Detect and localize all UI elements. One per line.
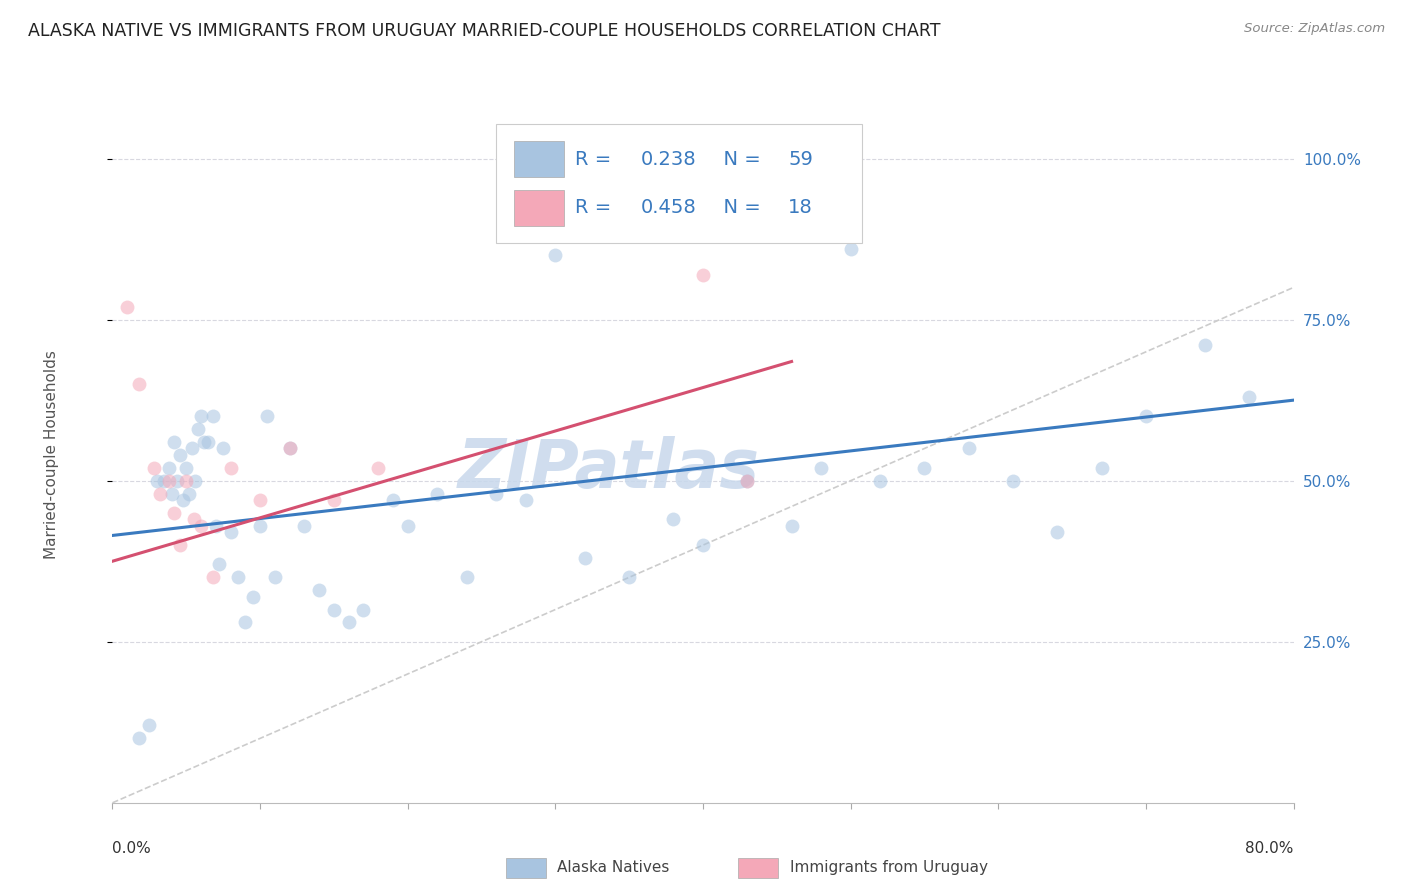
Point (839, 242, 862, 256)
Point (163, 435, 186, 450)
Point (426, 486, 449, 500)
Point (184, 474, 207, 488)
Point (219, 525, 242, 540)
Point (810, 460, 832, 475)
Point (174, 474, 197, 488)
Text: N =: N = (711, 198, 768, 218)
Y-axis label: Married-couple Households: Married-couple Households (45, 351, 59, 559)
Point (780, 518, 803, 533)
Text: ALASKA NATIVE VS IMMIGRANTS FROM URUGUAY MARRIED-COUPLE HOUSEHOLDS CORRELATION C: ALASKA NATIVE VS IMMIGRANTS FROM URUGUAY… (28, 22, 941, 40)
Point (201, 570, 224, 584)
Point (485, 486, 508, 500)
Point (515, 493, 537, 508)
Text: Source: ZipAtlas.com: Source: ZipAtlas.com (1244, 22, 1385, 36)
Point (396, 518, 419, 533)
Point (1135, 409, 1157, 424)
Text: 18: 18 (787, 198, 813, 218)
Point (181, 442, 204, 456)
Point (179, 486, 201, 500)
Text: Immigrants from Uruguay: Immigrants from Uruguay (790, 860, 988, 874)
Point (662, 512, 685, 526)
Point (323, 493, 346, 508)
Text: 80.0%: 80.0% (1246, 841, 1294, 856)
Point (1194, 338, 1216, 352)
FancyBboxPatch shape (515, 141, 564, 178)
Point (157, 460, 180, 475)
Point (278, 442, 301, 456)
FancyBboxPatch shape (515, 190, 564, 226)
Point (256, 409, 278, 424)
Point (1001, 474, 1024, 488)
Point (212, 442, 235, 456)
Point (226, 570, 249, 584)
Point (737, 474, 759, 488)
Point (149, 486, 172, 500)
Point (544, 248, 567, 262)
Point (382, 493, 405, 508)
Point (352, 602, 374, 616)
Text: N =: N = (711, 150, 768, 169)
Point (308, 583, 330, 598)
Point (142, 460, 165, 475)
Point (233, 615, 256, 630)
Point (205, 518, 228, 533)
Point (169, 538, 191, 552)
Point (146, 474, 169, 488)
Point (957, 442, 980, 456)
Point (187, 422, 209, 436)
Text: ZIPatlas: ZIPatlas (457, 436, 759, 502)
Point (242, 590, 264, 604)
Point (692, 268, 714, 282)
Point (249, 493, 271, 508)
Point (117, 300, 138, 314)
Point (367, 460, 389, 475)
Point (692, 538, 714, 552)
Text: R =: R = (575, 198, 619, 218)
Point (619, 570, 641, 584)
Point (157, 474, 180, 488)
Point (153, 474, 176, 488)
Point (163, 506, 186, 520)
Text: 0.0%: 0.0% (112, 841, 152, 856)
Point (737, 474, 759, 488)
Point (138, 718, 160, 732)
Point (160, 486, 183, 500)
Point (1239, 390, 1261, 404)
Text: Alaska Natives: Alaska Natives (557, 860, 669, 874)
Text: R =: R = (575, 150, 619, 169)
Point (128, 377, 150, 392)
Point (193, 435, 215, 450)
Point (292, 518, 315, 533)
Text: 0.458: 0.458 (640, 198, 696, 218)
Point (183, 512, 205, 526)
Point (169, 448, 191, 462)
Point (190, 409, 212, 424)
Point (264, 570, 287, 584)
Point (197, 435, 219, 450)
Point (1046, 525, 1069, 540)
Point (201, 409, 224, 424)
Point (174, 460, 197, 475)
Point (166, 474, 188, 488)
Point (219, 460, 242, 475)
Point (1091, 460, 1114, 475)
Point (128, 731, 150, 746)
Point (249, 518, 271, 533)
Point (208, 558, 231, 572)
Point (337, 615, 360, 630)
Point (172, 493, 194, 508)
FancyBboxPatch shape (496, 124, 862, 243)
Point (456, 570, 478, 584)
Text: 59: 59 (787, 150, 813, 169)
Point (914, 460, 936, 475)
Point (323, 602, 346, 616)
Point (190, 518, 212, 533)
Point (278, 442, 301, 456)
Text: 0.238: 0.238 (640, 150, 696, 169)
Point (574, 551, 596, 566)
Point (869, 474, 891, 488)
